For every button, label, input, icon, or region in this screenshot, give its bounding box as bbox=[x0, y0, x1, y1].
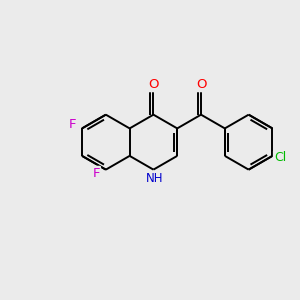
Text: NH: NH bbox=[146, 172, 163, 185]
Text: O: O bbox=[196, 78, 206, 91]
Text: F: F bbox=[92, 167, 100, 180]
Text: O: O bbox=[148, 78, 159, 91]
Text: F: F bbox=[68, 118, 76, 131]
Text: Cl: Cl bbox=[274, 152, 286, 164]
